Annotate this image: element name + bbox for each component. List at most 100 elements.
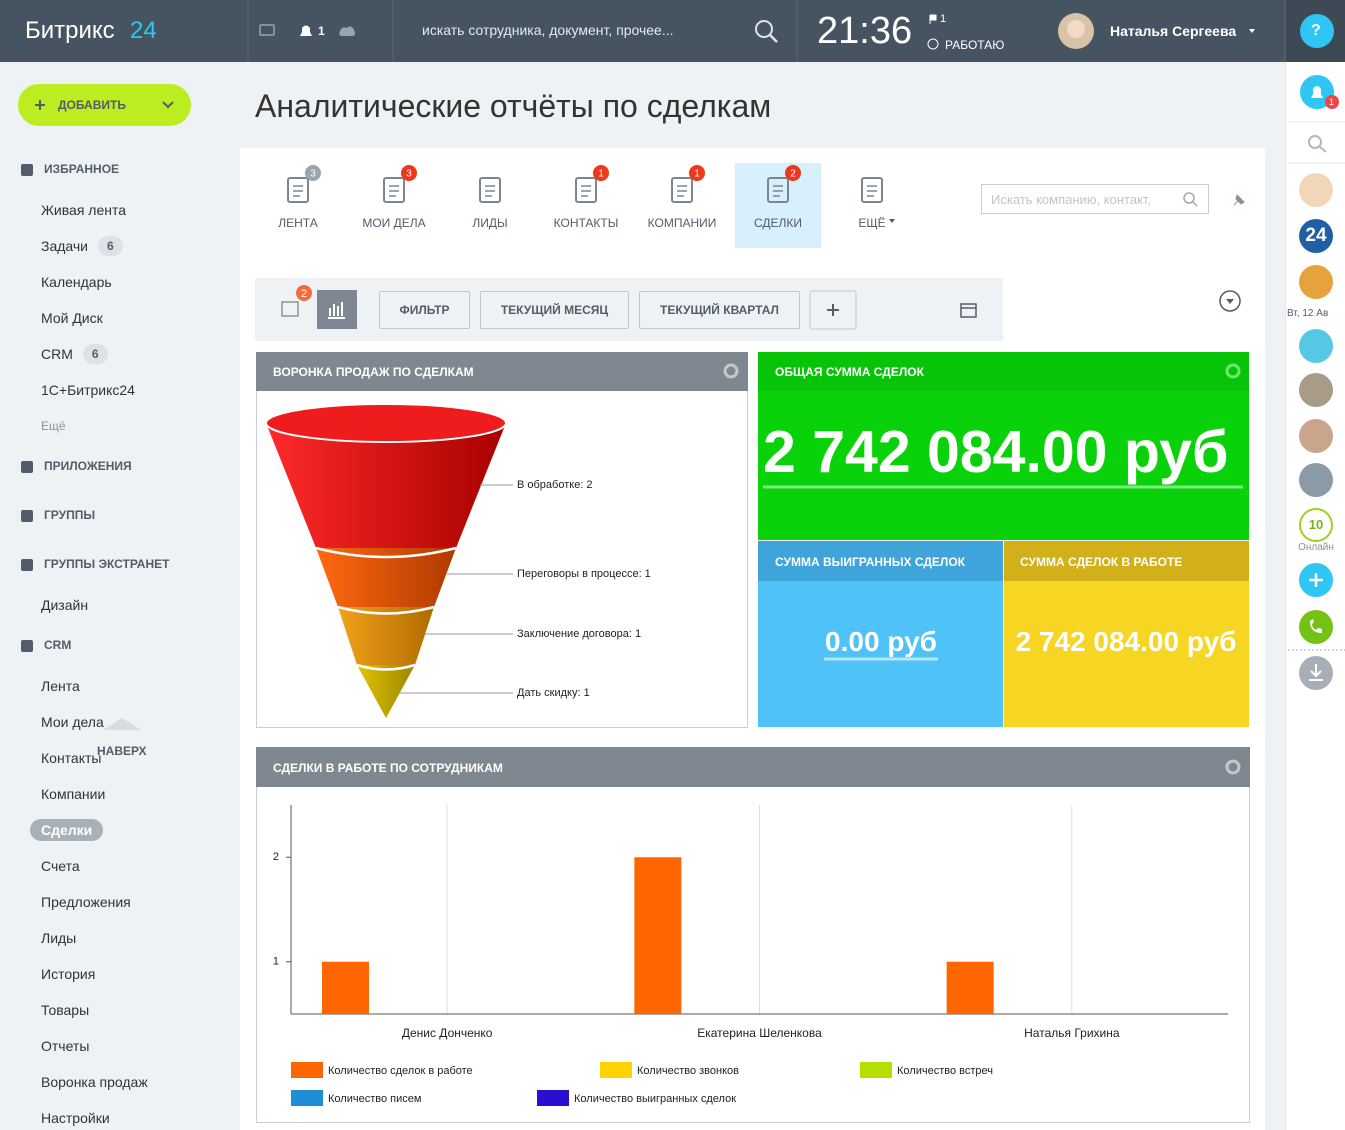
menu-item-label[interactable]: Предложения [41,894,131,910]
menu-item[interactable]: Счета [41,855,80,877]
menu-item-label[interactable]: Задачи [41,238,88,254]
tab-icon[interactable] [768,178,788,202]
menu-item-label[interactable]: Лиды [41,930,76,946]
user-menu-caret[interactable] [1249,29,1255,33]
bell-icon[interactable] [300,26,312,37]
header-search[interactable]: искать сотрудника, документ, прочее... [422,22,674,38]
tab-icon[interactable] [288,178,308,202]
menu-item[interactable]: Контакты [41,747,101,769]
tab-label[interactable]: ЛЕНТА [278,216,317,230]
section-title[interactable]: ПРИЛОЖЕНИЯ [44,459,132,473]
contact-avatar[interactable] [1299,419,1333,453]
menu-item[interactable]: Календарь [41,271,112,293]
menu-item[interactable]: Лента [41,675,80,697]
menu-item-label[interactable]: История [41,966,95,982]
tab-icon[interactable] [480,178,500,202]
menu-item[interactable]: Предложения [41,891,131,913]
window-icon[interactable] [961,304,976,317]
scroll-top[interactable]: НАВЕРХ [97,744,147,758]
tab-label[interactable]: КОМПАНИИ [648,216,717,230]
section-title[interactable]: ИЗБРАННОЕ [44,162,119,176]
total-value[interactable]: 2 742 084.00 руб [763,418,1228,486]
x-tick-label: Денис Донченко [402,1026,493,1040]
menu-item-label[interactable]: Контакты [41,750,101,766]
menu-item[interactable]: Живая лента [41,199,126,221]
tab-icon[interactable] [862,178,882,202]
tab-label[interactable]: МОИ ДЕЛА [362,216,425,230]
crm-search-icon[interactable] [1184,193,1194,203]
won-value[interactable]: 0.00 руб [825,626,937,658]
logo[interactable]: Битрикс [25,17,115,45]
menu-item-label[interactable]: Товары [41,1002,89,1018]
contact-avatar[interactable] [1299,329,1333,363]
menu-item[interactable]: Дизайн [41,594,88,616]
call-button[interactable] [1299,610,1333,644]
menu-item-label[interactable]: Настройки [41,1110,110,1126]
in-work-value[interactable]: 2 742 084.00 руб [1016,626,1237,658]
menu-item-label[interactable]: Календарь [41,274,112,290]
crm-search-placeholder[interactable]: Искать компанию, контакт, [991,192,1151,207]
menu-item-label[interactable]: 1С+Битрикс24 [41,382,135,398]
menu-item-label[interactable]: Дизайн [41,597,88,613]
menu-item-label[interactable]: Мой Диск [41,310,103,326]
menu-item-label[interactable]: Счета [41,858,80,874]
notification-count[interactable]: 1 [318,24,325,38]
tab-icon[interactable] [384,178,404,202]
menu-item-label[interactable]: Мои дела [41,714,104,730]
menu-item[interactable]: Воронка продаж [41,1071,148,1093]
cloud-icon[interactable] [339,26,355,36]
menu-item-label[interactable]: Живая лента [41,202,126,218]
menu-item[interactable]: Отчеты [41,1035,89,1057]
contact-avatar[interactable] [1299,265,1333,299]
section-title[interactable]: ГРУППЫ [44,508,95,522]
tab-icon[interactable] [576,178,596,202]
contact-avatar[interactable] [1299,173,1333,207]
menu-item[interactable]: Мои дела [41,711,104,733]
menu-item[interactable]: Лиды [41,927,76,949]
menu-more[interactable]: Ещё [41,419,66,433]
chat-icon[interactable] [260,25,274,35]
clock[interactable]: 21:36 [817,10,912,53]
filter-button[interactable]: ТЕКУЩИЙ КВАРТАЛ [639,291,800,329]
menu-item-label[interactable]: Компании [41,786,105,802]
menu-item-label[interactable]: Сделки [30,819,103,841]
gear-icon[interactable] [725,365,737,377]
menu-item-label[interactable]: Отчеты [41,1038,89,1054]
right-search-icon[interactable] [1309,136,1321,148]
user-name[interactable]: Наталья Сергеева [1110,23,1236,39]
scroll-top-arrow[interactable] [103,718,141,730]
section-title[interactable]: CRM [44,638,71,652]
filter-button[interactable]: ТЕКУЩИЙ МЕСЯЦ [480,291,629,329]
tab-label[interactable]: ЕЩЁ [858,216,885,230]
gear-icon[interactable] [1227,365,1239,377]
menu-item-label[interactable]: Лента [41,678,80,694]
menu-item-label[interactable]: CRM [41,346,73,362]
add-label[interactable]: ДОБАВИТЬ [58,98,126,112]
menu-item[interactable]: Товары [41,999,89,1021]
help-label[interactable]: ? [1311,22,1321,40]
settings-toggle-caret [1226,299,1234,304]
contact-avatar[interactable] [1299,463,1333,497]
menu-item[interactable]: 1С+Битрикс24 [41,379,135,401]
menu-item[interactable]: CRM6 [41,343,108,365]
menu-item-label[interactable]: Воронка продаж [41,1074,148,1090]
pin-icon[interactable] [1234,195,1244,205]
tab-label[interactable]: ЛИДЫ [472,216,507,230]
filter-button[interactable]: ФИЛЬТР [379,291,470,329]
logo-accent[interactable]: 24 [130,17,157,45]
search-icon[interactable] [756,21,772,37]
work-status[interactable]: РАБОТАЮ [945,38,1004,52]
tab-icon[interactable] [672,178,692,202]
menu-item[interactable]: Задачи6 [41,235,123,257]
menu-item[interactable]: Сделки [30,819,103,841]
contact-avatar[interactable] [1299,373,1333,407]
tab-label[interactable]: СДЕЛКИ [754,216,802,230]
list-view-icon[interactable] [282,302,298,316]
gear-icon[interactable] [1227,761,1239,773]
menu-item[interactable]: Настройки [41,1107,110,1129]
section-title[interactable]: ГРУППЫ ЭКСТРАНЕТ [44,557,169,571]
menu-item[interactable]: Мой Диск [41,307,103,329]
menu-item[interactable]: Компании [41,783,105,805]
tab-label[interactable]: КОНТАКТЫ [554,216,619,230]
menu-item[interactable]: История [41,963,95,985]
